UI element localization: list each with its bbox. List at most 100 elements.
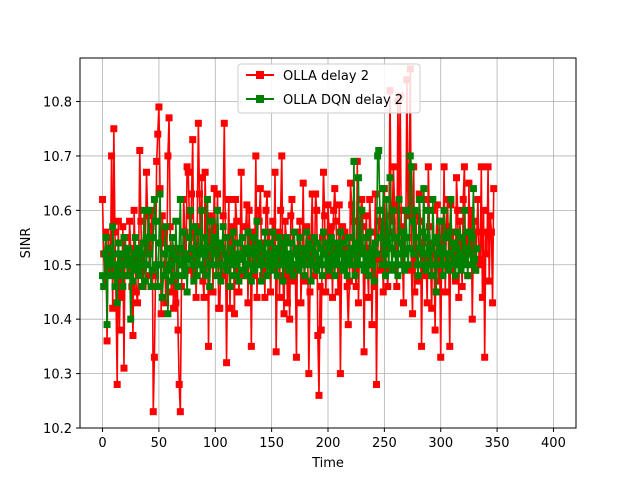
dqn-point: [137, 250, 145, 258]
dqn-point: [318, 272, 326, 280]
olla-point: [345, 277, 353, 285]
olla-point: [210, 185, 218, 193]
dqn-point: [416, 244, 424, 252]
dqn-point: [159, 272, 167, 280]
dqn-point: [468, 234, 476, 242]
dqn-point: [199, 266, 207, 274]
olla-point: [259, 272, 267, 280]
dqn-point: [166, 261, 174, 269]
dqn-point: [201, 234, 209, 242]
dqn-point: [374, 152, 382, 160]
y-axis-label: SINR: [19, 228, 34, 259]
dqn-point: [245, 250, 253, 258]
dqn-point: [440, 206, 448, 214]
dqn-point: [251, 266, 259, 274]
dqn-point: [454, 228, 462, 236]
dqn-point: [274, 234, 282, 242]
dqn-point: [103, 321, 111, 329]
olla-point: [477, 163, 485, 171]
olla-point: [322, 288, 330, 296]
olla-point: [149, 408, 157, 416]
dqn-point: [257, 277, 265, 285]
olla-point: [354, 299, 362, 307]
dqn-point: [443, 250, 451, 258]
olla-point: [344, 321, 352, 329]
dqn-point: [108, 272, 116, 280]
dqn-point: [377, 234, 385, 242]
dqn-point: [450, 255, 458, 263]
olla-point: [334, 288, 342, 296]
dqn-point: [322, 261, 330, 269]
dqn-point: [135, 244, 143, 252]
dqn-point: [191, 223, 199, 231]
olla-point: [154, 130, 162, 138]
dqn-point: [200, 250, 208, 258]
dqn-point: [173, 255, 181, 263]
dqn-point: [212, 272, 220, 280]
dqn-point: [335, 261, 343, 269]
dqn-point: [133, 261, 141, 269]
olla-point: [296, 217, 304, 225]
olla-point: [315, 391, 323, 399]
olla-point: [137, 217, 145, 225]
dqn-point: [105, 261, 113, 269]
dqn-point: [316, 255, 324, 263]
dqn-point: [278, 239, 286, 247]
olla-point: [120, 364, 128, 372]
olla-point: [113, 380, 121, 388]
dqn-point: [219, 223, 227, 231]
dqn-point: [372, 250, 380, 258]
dqn-point: [115, 272, 123, 280]
dqn-point: [469, 185, 477, 193]
dqn-point: [272, 261, 280, 269]
olla-point: [374, 255, 382, 263]
dqn-point: [336, 228, 344, 236]
dqn-point: [446, 228, 454, 236]
dqn-point: [246, 261, 254, 269]
olla-point: [216, 304, 224, 312]
dqn-point: [340, 239, 348, 247]
olla-point: [144, 212, 152, 220]
dqn-point: [214, 206, 222, 214]
dqn-point: [225, 255, 233, 263]
olla-point: [407, 266, 415, 274]
dqn-point: [343, 272, 351, 280]
dqn-point: [140, 206, 148, 214]
olla-point: [306, 288, 314, 296]
olla-point: [145, 244, 153, 252]
olla-point: [431, 326, 439, 334]
olla-point: [454, 206, 462, 214]
olla-point: [226, 304, 234, 312]
dqn-point: [227, 244, 235, 252]
dqn-point: [288, 261, 296, 269]
dqn-point: [236, 250, 244, 258]
dqn-point: [290, 228, 298, 236]
dqn-point: [270, 255, 278, 263]
olla-point: [358, 195, 366, 203]
dqn-point: [216, 261, 224, 269]
olla-point: [237, 168, 245, 176]
olla-point: [483, 250, 491, 258]
olla-point: [214, 190, 222, 198]
olla-point: [473, 228, 481, 236]
dqn-point: [267, 250, 275, 258]
dqn-point: [310, 234, 318, 242]
olla-point: [460, 163, 468, 171]
olla-point: [384, 283, 392, 291]
dqn-point: [413, 261, 421, 269]
olla-point: [309, 272, 317, 280]
dqn-point: [331, 272, 339, 280]
olla-point: [341, 228, 349, 236]
dqn-point: [385, 261, 393, 269]
olla-point: [451, 277, 459, 285]
olla-point: [481, 353, 489, 361]
olla-point: [143, 168, 151, 176]
olla-point: [220, 119, 228, 127]
olla-point: [136, 147, 144, 154]
dqn-point: [230, 272, 238, 280]
olla-point: [234, 266, 242, 274]
dqn-point: [352, 239, 360, 247]
y-tick-label: 10.4: [43, 313, 72, 328]
olla-point: [278, 152, 286, 160]
olla-point: [133, 299, 141, 307]
